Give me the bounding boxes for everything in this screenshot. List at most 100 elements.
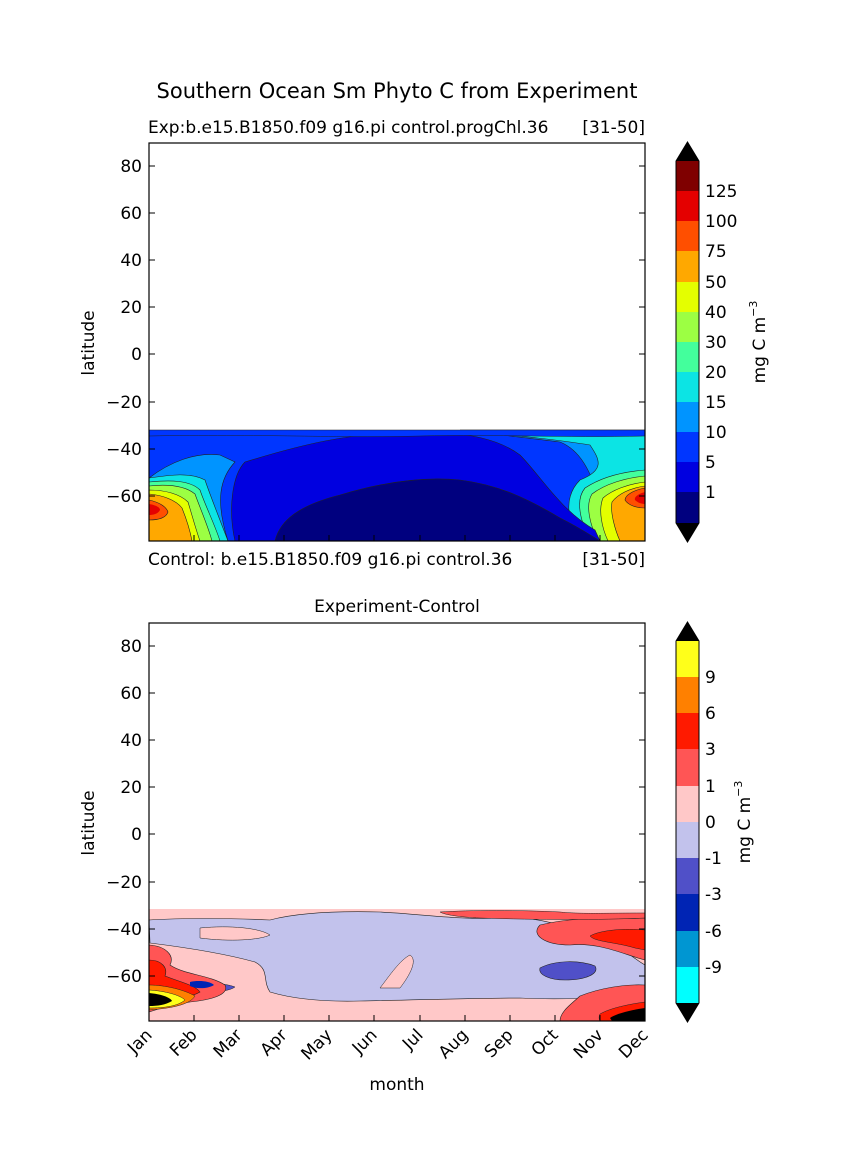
panel1-bottom-left-label: Control: b.e15.B1850.f09 g16.pi control.… bbox=[148, 550, 512, 570]
figure-suptitle: Southern Ocean Sm Phyto C from Experimen… bbox=[157, 79, 638, 103]
colorbar1-tick-label: 5 bbox=[705, 453, 716, 473]
colorbar2-outline bbox=[675, 621, 700, 1023]
panel2-ytick-label: 20 bbox=[120, 778, 142, 798]
panel2-xtick-label: Oct bbox=[528, 1025, 563, 1060]
colorbar2-extend-low bbox=[676, 1003, 699, 1022]
colorbar2-tick-label: -9 bbox=[705, 958, 722, 978]
panel2-yticks bbox=[149, 645, 645, 977]
colorbar1-segment bbox=[676, 282, 699, 312]
panel1-title-right: [31-50] bbox=[582, 118, 645, 138]
colorbar1-tick-label: 10 bbox=[705, 423, 727, 443]
colorbar1-tick-label: 40 bbox=[705, 303, 727, 323]
colorbar1-tick-label: 100 bbox=[705, 212, 737, 232]
panel1-ytick-label: −60 bbox=[106, 487, 142, 507]
panel1-ytick-label: 60 bbox=[120, 204, 142, 224]
contour-band-0-1-island2 bbox=[379, 954, 414, 989]
colorbar2-segment bbox=[676, 641, 699, 677]
colorbar2-segment bbox=[676, 677, 699, 713]
contour-band-extreme-right bbox=[610, 1008, 645, 1021]
panel2-ytick-label: −60 bbox=[106, 967, 142, 987]
panel2-ylabel: latitude bbox=[79, 790, 99, 855]
panel1-ytick-label: 0 bbox=[131, 345, 142, 365]
panel2-ytick-label: 60 bbox=[120, 684, 142, 704]
panel1-ytick-label: 40 bbox=[120, 251, 142, 271]
colorbar1-extend-low bbox=[676, 523, 699, 542]
colorbar1 bbox=[675, 141, 700, 543]
contour-band-top-edge bbox=[149, 429, 645, 437]
panel1-ytick-label: 80 bbox=[120, 157, 142, 177]
panel2-xtick-label: Aug bbox=[435, 1025, 473, 1063]
colorbar1-tick-label: 20 bbox=[705, 363, 727, 383]
panel2-xtick-label: Dec bbox=[615, 1025, 652, 1062]
contour-band-extreme-left bbox=[149, 993, 172, 1006]
panel2-xtick-label: Sep bbox=[481, 1025, 518, 1062]
colorbar1-segment bbox=[676, 372, 699, 402]
colorbar1-segment bbox=[676, 221, 699, 251]
panel2-xtick-label: Nov bbox=[570, 1025, 608, 1063]
colorbar2-tick-label: -1 bbox=[705, 849, 722, 869]
panel2-xtick-label: Jan bbox=[123, 1025, 156, 1058]
colorbar2-tick-label: 6 bbox=[705, 704, 716, 724]
panel1-ytick-label: −20 bbox=[106, 393, 142, 413]
colorbar1-segment bbox=[676, 402, 699, 432]
panel2-xtick-label: Jun bbox=[348, 1025, 382, 1059]
panel2-xticks bbox=[148, 1015, 646, 1021]
panel2-xtick-label: Feb bbox=[166, 1025, 201, 1060]
contour-band-0-1-island bbox=[199, 926, 271, 941]
colorbar1-label: mg C m−3 bbox=[747, 301, 770, 384]
colorbar1-segment bbox=[676, 462, 699, 492]
colorbar2-segment bbox=[676, 786, 699, 822]
colorbar2-segment bbox=[676, 749, 699, 786]
colorbar1-tick-label: 125 bbox=[705, 182, 737, 202]
contour-band-minus6-left bbox=[190, 981, 214, 989]
colorbar2-segment bbox=[676, 931, 699, 967]
panel2-ytick-label: 80 bbox=[120, 637, 142, 657]
colorbar1-segment bbox=[676, 191, 699, 221]
panel1-xticks bbox=[148, 535, 646, 541]
contour-band-3-6-right bbox=[589, 929, 645, 951]
contour-band-125-plus-right bbox=[634, 492, 645, 504]
panel2-xtick-label: Jul bbox=[398, 1025, 427, 1054]
panel2-frame bbox=[148, 622, 646, 1022]
panel2-xtick-label: May bbox=[298, 1025, 337, 1064]
panel1-bottom-right-label: [31-50] bbox=[582, 550, 645, 570]
colorbar1-segment bbox=[676, 492, 699, 523]
contour-band-minus3-minus1 bbox=[539, 961, 597, 981]
panel2-xtick-label: Mar bbox=[210, 1025, 247, 1062]
colorbar1-segment bbox=[676, 312, 699, 342]
colorbar2-tick-label: 9 bbox=[705, 668, 716, 688]
panel1-title-left: Exp:b.e15.B1850.f09 g16.pi control.progC… bbox=[148, 118, 548, 138]
colorbar2-segment bbox=[676, 822, 699, 858]
panel1-ytick-label: 20 bbox=[120, 298, 142, 318]
colorbar2 bbox=[675, 621, 700, 1023]
colorbar2-tick-label: -3 bbox=[705, 885, 722, 905]
colorbar2-tick-label: 0 bbox=[705, 813, 716, 833]
colorbar1-tick-label: 15 bbox=[705, 393, 727, 413]
panel1-ytick-label: −40 bbox=[106, 440, 142, 460]
panel2-xtick-label: Apr bbox=[257, 1025, 292, 1060]
panel1-frame bbox=[148, 142, 646, 542]
panel2-ytick-label: 40 bbox=[120, 731, 142, 751]
colorbar2-segment bbox=[676, 967, 699, 1003]
contour-band-1-5 bbox=[274, 478, 601, 541]
colorbar2-tick-label: -6 bbox=[705, 922, 722, 942]
colorbar2-segment bbox=[676, 858, 699, 894]
colorbar2-extend-high bbox=[676, 622, 699, 641]
colorbar1-segment bbox=[676, 251, 699, 282]
colorbar1-tick-label: 1 bbox=[705, 483, 716, 503]
colorbar1-tick-label: 50 bbox=[705, 273, 727, 293]
colorbar1-segment bbox=[676, 342, 699, 372]
colorbar2-segment bbox=[676, 894, 699, 931]
colorbar2-tick-label: 1 bbox=[705, 777, 716, 797]
colorbar1-tick-label: 30 bbox=[705, 333, 727, 353]
panel2-ytick-label: −20 bbox=[106, 873, 142, 893]
colorbar1-segment bbox=[676, 432, 699, 462]
panel2-xlabel: month bbox=[369, 1075, 424, 1095]
colorbar1-tick-label: 75 bbox=[705, 242, 727, 262]
colorbar1-extend-high bbox=[676, 142, 699, 161]
panel1-ylabel: latitude bbox=[79, 310, 99, 375]
panel2-ytick-label: −40 bbox=[106, 920, 142, 940]
colorbar2-segment bbox=[676, 713, 699, 749]
colorbar1-segment bbox=[676, 161, 699, 191]
